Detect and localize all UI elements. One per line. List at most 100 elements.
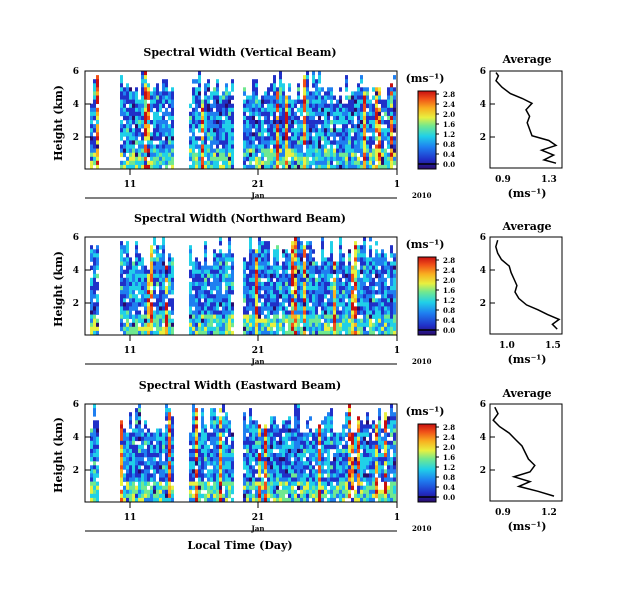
heatmap-cell (282, 83, 285, 88)
heatmap-cell (129, 497, 132, 503)
heatmap-cell (135, 128, 138, 133)
heatmap-cell (138, 432, 141, 437)
heatmap-cell (192, 128, 195, 133)
heatmap-cell (141, 489, 144, 495)
heatmap-cell (165, 416, 168, 421)
heatmap-cell (210, 448, 213, 454)
heatmap-cell (129, 436, 132, 442)
heatmap-cell (150, 140, 153, 145)
heatmap-cell (294, 294, 297, 299)
heatmap-cell (126, 306, 129, 311)
heatmap-cell (306, 95, 309, 100)
heatmap-cell (261, 286, 264, 291)
heatmap-cell (204, 152, 207, 158)
heatmap-cell (138, 326, 141, 332)
heatmap-cell (306, 489, 309, 495)
heatmap-cell (285, 318, 288, 324)
heatmap-cell (315, 314, 318, 319)
heatmap-cell (258, 120, 261, 125)
heatmap-cell (90, 310, 93, 315)
heatmap-cell (321, 294, 324, 299)
heatmap-cell (147, 140, 150, 145)
heatmap-cell (261, 124, 264, 129)
heatmap-cell (162, 99, 165, 104)
heatmap-cell (228, 493, 231, 499)
heatmap-cell (381, 294, 384, 299)
heatmap-cell (381, 99, 384, 104)
heatmap-cell (213, 249, 216, 254)
heatmap-cell (360, 493, 363, 499)
heatmap-cell (315, 294, 318, 299)
heatmap-cell (261, 136, 264, 141)
heatmap-cell (273, 257, 276, 262)
heatmap-cell (276, 281, 279, 287)
heatmap-cell (318, 140, 321, 145)
heatmap-cell (132, 136, 135, 141)
heatmap-cell (252, 91, 255, 96)
heatmap-cell (252, 132, 255, 137)
heatmap-cell (342, 485, 345, 491)
heatmap-cell (231, 281, 234, 287)
heatmap-cell (366, 111, 369, 117)
heatmap-cell (207, 160, 210, 166)
heatmap-cell (327, 440, 330, 446)
heatmap-cell (381, 330, 384, 336)
heatmap-cell (390, 103, 393, 109)
heatmap-cell (144, 95, 147, 100)
heatmap-cell (351, 436, 354, 442)
y-tick-label: 4 (73, 100, 79, 110)
heatmap-cell (141, 148, 144, 153)
heatmap-cell (123, 277, 126, 283)
heatmap-cell (93, 136, 96, 141)
heatmap-cell (276, 140, 279, 145)
heatmap-cell (294, 314, 297, 319)
heatmap-cell (285, 95, 288, 100)
heatmap-cell (390, 420, 393, 425)
heatmap-cell (261, 107, 264, 113)
heatmap-cell (321, 440, 324, 446)
heatmap-cell (390, 477, 393, 482)
heatmap-cell (126, 265, 129, 270)
heatmap-cell (249, 99, 252, 104)
heatmap-cell (360, 318, 363, 324)
heatmap-cell (393, 448, 396, 454)
heatmap-cell (171, 124, 174, 129)
heatmap-cell (210, 140, 213, 145)
heatmap-cell (213, 152, 216, 158)
heatmap-cell (279, 95, 282, 100)
heatmap-cell (141, 294, 144, 299)
heatmap-cell (324, 302, 327, 307)
average-frame (489, 236, 563, 335)
heatmap-cell (198, 124, 201, 129)
heatmap-cell (141, 83, 144, 88)
heatmap-cell (225, 330, 228, 336)
heatmap-cell (246, 322, 249, 328)
heatmap-cell (168, 326, 171, 332)
heatmap-cell (384, 160, 387, 166)
heatmap-cell (339, 302, 342, 307)
colorbar-tick-label: 0.4 (443, 316, 455, 325)
heatmap-cell (372, 269, 375, 275)
heatmap-cell (144, 277, 147, 283)
heatmap-cell (267, 257, 270, 262)
heatmap-cell (363, 253, 366, 258)
heatmap-cell (222, 318, 225, 324)
heatmap-cell (264, 128, 267, 133)
heatmap-cell (333, 128, 336, 133)
heatmap-cell (132, 444, 135, 450)
heatmap-cell (288, 436, 291, 442)
heatmap-cell (321, 448, 324, 454)
heatmap-cell (228, 473, 231, 478)
heatmap-cell (300, 140, 303, 145)
heatmap-cell (279, 453, 282, 458)
heatmap-cell (207, 457, 210, 462)
heatmap-cell (141, 477, 144, 482)
heatmap-cell (207, 156, 210, 162)
heatmap-cell (150, 302, 153, 307)
heatmap-cell (342, 107, 345, 113)
heatmap-cell (96, 148, 99, 153)
heatmap-cell (294, 326, 297, 332)
heatmap-cell (387, 132, 390, 137)
heatmap-cell (132, 473, 135, 478)
heatmap-cell (129, 457, 132, 462)
